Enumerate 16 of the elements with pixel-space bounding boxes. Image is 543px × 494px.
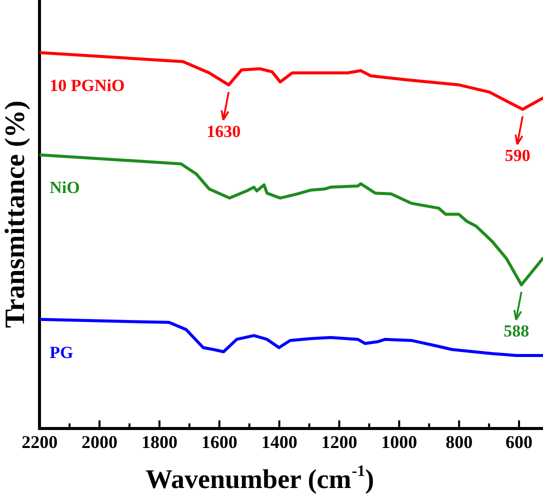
annotation: 1630 bbox=[206, 122, 241, 141]
series-label: NiO bbox=[50, 178, 80, 198]
series-label: PG bbox=[50, 342, 74, 362]
x-tick-label: 1400 bbox=[261, 432, 298, 452]
series-label: 10 PGNiO bbox=[50, 76, 125, 95]
x-tick-label: 1200 bbox=[321, 432, 358, 452]
x-tick-label: 1000 bbox=[381, 432, 418, 452]
x-tick-label: 1800 bbox=[141, 432, 178, 452]
annotation: 588 bbox=[504, 322, 530, 341]
annotation: 590 bbox=[504, 146, 530, 166]
x-tick-label: 2000 bbox=[82, 432, 118, 452]
x-tick-label: 600 bbox=[506, 432, 533, 452]
x-tick-label: 2200 bbox=[22, 432, 58, 452]
y-axis-title: Transmittance (%) bbox=[0, 100, 32, 328]
x-tick-label: 800 bbox=[446, 432, 473, 452]
x-tick-label: 1600 bbox=[201, 432, 238, 452]
